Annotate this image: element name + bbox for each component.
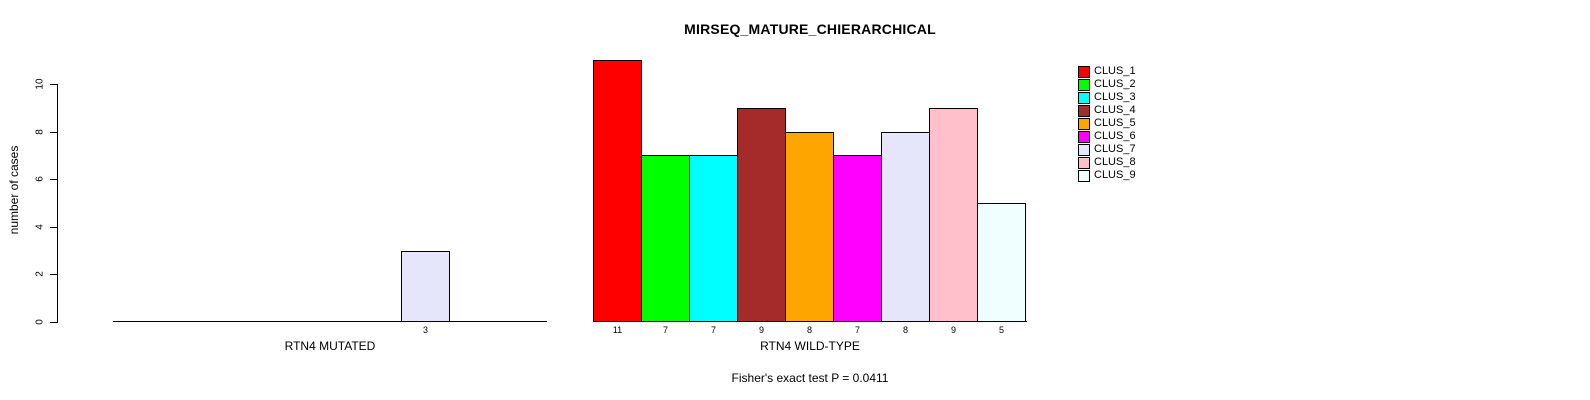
y-tick-label: 8 [34,129,46,135]
chart-title: MIRSEQ_MATURE_CHIERARCHICAL [684,21,936,37]
legend-swatch-clus_3 [1078,91,1090,104]
bar-value-label: 7 [854,325,860,335]
legend: CLUS_1 CLUS_2 CLUS_3 CLUS_4 CLUS_5 CLUS_6 CLUS… [1078,65,1136,182]
legend-label: CLUS_6 [1094,130,1136,142]
y-axis-line [57,84,58,323]
bar-value-label: 7 [710,325,716,335]
legend-swatch-clus_1 [1078,65,1090,78]
legend-row: CLUS_3 [1078,91,1136,104]
legend-row: CLUS_1 [1078,65,1136,78]
y-tick-label: 10 [34,78,46,90]
legend-swatch-clus_2 [1078,78,1090,91]
bar-clus_9 [977,203,1026,322]
fisher-test-annotation: Fisher's exact test P = 0.0411 [731,371,889,385]
bar-clus_7 [401,251,450,322]
y-tick-label: 4 [34,224,46,230]
bar-clus_3 [689,155,738,322]
legend-label: CLUS_2 [1094,78,1136,90]
legend-swatch-clus_8 [1078,156,1090,169]
legend-row: CLUS_5 [1078,117,1136,130]
y-axis-label: number of cases [7,145,21,235]
xlabel-rtn4-wild-type: RTN4 WILD-TYPE [760,339,860,353]
legend-label: CLUS_1 [1094,65,1136,77]
y-tick-label: 0 [34,319,46,325]
legend-swatch-clus_4 [1078,104,1090,117]
xlabel-rtn4-mutated: RTN4 MUTATED [284,339,376,353]
bar-clus_6 [833,155,882,322]
bar-clus_4 [737,108,786,322]
bar-value-label: 11 [612,325,623,335]
bar-clus_7 [881,132,930,322]
bar-clus_1 [593,60,642,322]
legend-row: CLUS_8 [1078,156,1136,169]
legend-label: CLUS_5 [1094,117,1136,129]
legend-label: CLUS_8 [1094,156,1136,168]
legend-swatch-clus_5 [1078,117,1090,130]
legend-swatch-clus_6 [1078,130,1090,143]
bar-value-label: 9 [950,325,956,335]
panel-rtn4-wild-type: 11 7 7 9 8 7 8 9 5 [593,0,1027,335]
y-tick-mark [50,179,57,180]
panel-rtn4-mutated: 3 [113,0,547,335]
bar-clus_8 [929,108,978,322]
y-tick-label: 6 [34,176,46,182]
y-tick-mark [50,84,57,85]
y-tick-label: 2 [34,271,46,277]
bar-clus_2 [641,155,690,322]
bar-value-label: 7 [662,325,668,335]
y-tick-mark [50,132,57,133]
y-tick-mark [50,322,57,323]
legend-row: CLUS_4 [1078,104,1136,117]
bar-value-label: 8 [806,325,812,335]
bar-value-label: 5 [998,325,1004,335]
legend-row: CLUS_7 [1078,143,1136,156]
legend-swatch-clus_7 [1078,143,1090,156]
legend-label: CLUS_4 [1094,104,1136,116]
y-tick-mark [50,274,57,275]
bar-value-label: 9 [758,325,764,335]
bar-value-label: 3 [422,325,428,335]
bar-clus_5 [785,132,834,322]
bar-value-label: 8 [902,325,908,335]
legend-row: CLUS_6 [1078,130,1136,143]
legend-label: CLUS_3 [1094,91,1136,103]
legend-label: CLUS_7 [1094,143,1136,155]
legend-swatch-clus_9 [1078,169,1090,182]
y-tick-mark [50,227,57,228]
legend-row: CLUS_2 [1078,78,1136,91]
legend-row: CLUS_9 [1078,169,1136,182]
legend-label: CLUS_9 [1094,169,1136,181]
x-axis-baseline [113,321,547,322]
